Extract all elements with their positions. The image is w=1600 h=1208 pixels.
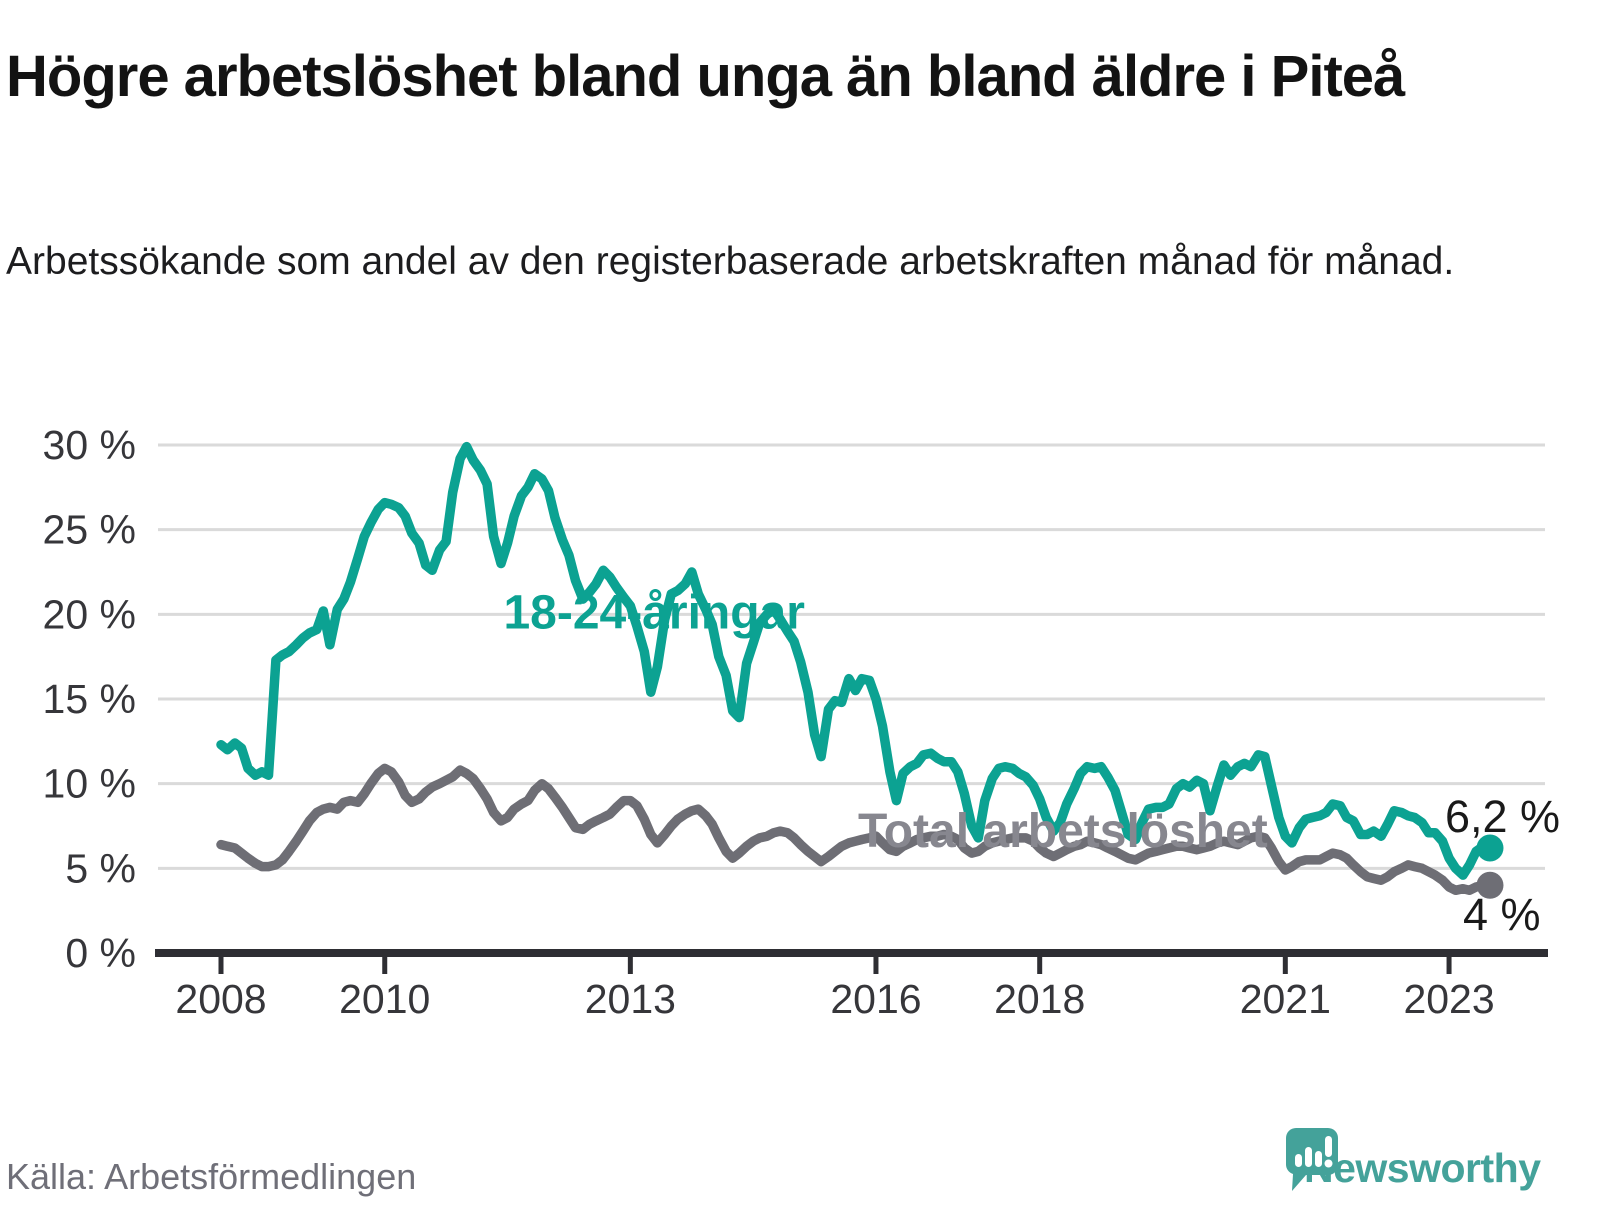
source-note: Källa: Arbetsförmedlingen (6, 1156, 417, 1197)
x-axis-tick (627, 949, 633, 974)
x-axis-tick (1282, 949, 1288, 974)
chart-subtitle: Arbetssökande som andel av den registerb… (6, 240, 1455, 283)
end-value-label-youth: 6,2 % (1445, 791, 1560, 842)
x-tick-label: 2021 (1240, 976, 1331, 1022)
series-label-total: Total arbetslöshet (858, 805, 1268, 858)
chart-title: Högre arbetslöshet bland unga än bland ä… (6, 43, 1405, 109)
y-tick-label: 30 % (43, 422, 136, 468)
y-tick-label: 15 % (43, 676, 136, 722)
x-axis-tick (873, 949, 879, 974)
x-tick-label: 2023 (1403, 976, 1494, 1022)
x-tick-label: 2008 (175, 976, 266, 1022)
x-axis-tick (382, 949, 388, 974)
brand-logo: Newsworthy (1286, 1128, 1541, 1208)
series-end-dot-total (1476, 871, 1504, 899)
brand-name: Newsworthy (1304, 1144, 1541, 1191)
series-end-dot-youth (1476, 834, 1504, 862)
series-line-total (216, 763, 1495, 896)
x-tick-label: 2018 (994, 976, 1085, 1022)
y-tick-label: 10 % (43, 761, 136, 807)
x-axis-tick (1446, 949, 1452, 974)
y-tick-label: 20 % (43, 591, 136, 637)
end-value-label-total: 4 % (1463, 889, 1541, 940)
x-tick-label: 2016 (830, 976, 921, 1022)
x-axis-tick (1037, 949, 1043, 974)
newsworthy-icon (1286, 1128, 1338, 1191)
y-tick-label: 5 % (65, 845, 136, 891)
series-label-youth: 18-24-åringar (503, 587, 804, 640)
x-axis-tick (218, 949, 224, 974)
series-line-youth (216, 441, 1495, 880)
x-tick-label: 2013 (585, 976, 676, 1022)
y-tick-label: 25 % (43, 507, 136, 553)
x-tick-label: 2010 (339, 976, 430, 1022)
x-axis-line (155, 949, 1548, 957)
y-tick-label: 0 % (65, 930, 136, 976)
